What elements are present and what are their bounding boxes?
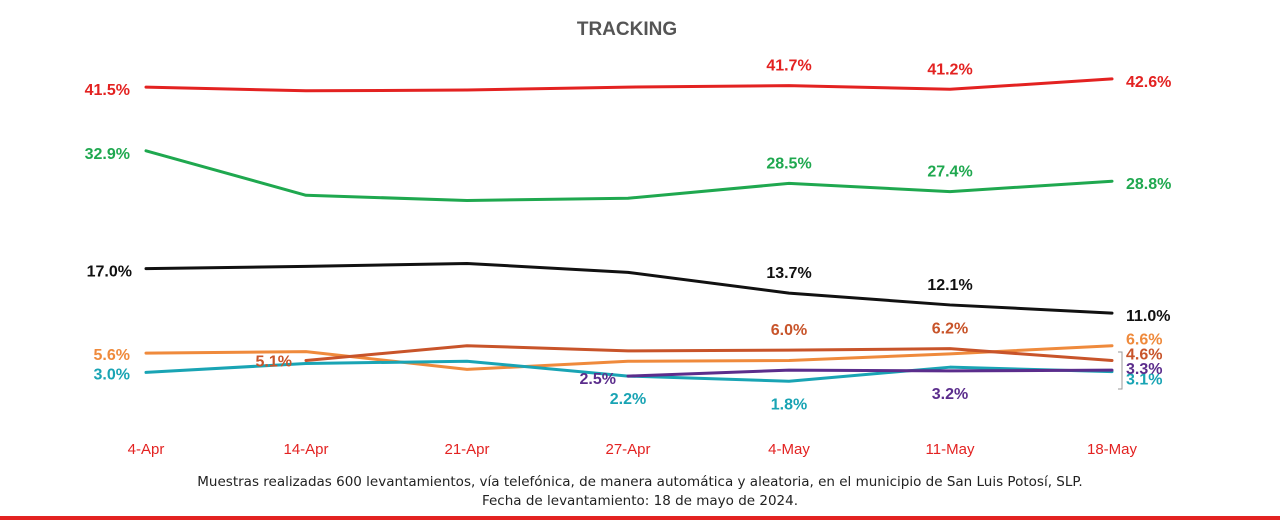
x-tick-label: 14-Apr bbox=[283, 441, 328, 458]
data-label: 2.2% bbox=[610, 391, 646, 408]
series-line-7 bbox=[626, 368, 1114, 378]
data-label: 11.0% bbox=[1126, 308, 1170, 325]
data-label: 41.5% bbox=[85, 82, 130, 99]
data-label: 6.6% bbox=[1126, 332, 1162, 349]
data-label: 2.5% bbox=[580, 371, 616, 388]
series-line-5 bbox=[304, 344, 1114, 363]
data-label: 5.6% bbox=[94, 347, 130, 364]
data-label: 6.0% bbox=[771, 322, 807, 339]
data-label: 3.1% bbox=[1126, 372, 1162, 389]
series-line-2 bbox=[144, 149, 1114, 202]
data-label: 13.7% bbox=[766, 265, 811, 282]
footnote-methodology: Muestras realizadas 600 levantamientos, … bbox=[197, 474, 1083, 490]
data-label: 17.0% bbox=[87, 264, 132, 281]
data-label: 42.6% bbox=[1126, 74, 1171, 91]
data-label: 3.2% bbox=[932, 386, 968, 403]
x-tick-label: 18-May bbox=[1087, 441, 1138, 458]
data-label: 4.6% bbox=[1126, 347, 1162, 364]
footnote-date: Fecha de levantamiento: 18 de mayo de 20… bbox=[481, 493, 799, 509]
series-line-3 bbox=[144, 261, 1114, 315]
data-label: 28.8% bbox=[1126, 176, 1171, 193]
data-label: 41.2% bbox=[927, 61, 972, 78]
x-tick-label: 4-May bbox=[768, 441, 810, 458]
x-tick-label: 27-Apr bbox=[605, 441, 650, 458]
chart-title: TRACKING bbox=[577, 19, 677, 40]
x-tick-label: 11-May bbox=[926, 441, 975, 458]
data-label: 6.2% bbox=[932, 321, 968, 338]
bottom-rule bbox=[0, 516, 1280, 520]
data-label: 27.4% bbox=[927, 164, 972, 181]
data-label: 32.9% bbox=[85, 146, 130, 163]
data-label: 41.7% bbox=[766, 58, 811, 75]
data-label: 1.8% bbox=[771, 396, 807, 413]
tracking-chart: TRACKING 41.5% 41.7% 41.2% 42.6% 32.9% 28.5% 2… bbox=[85, 19, 1172, 458]
data-label: 5.1% bbox=[256, 354, 292, 371]
x-tick-label: 21-Apr bbox=[444, 441, 489, 458]
x-tick-label: 4-Apr bbox=[128, 441, 165, 458]
data-label: 3.0% bbox=[94, 366, 130, 383]
end-label-bracket bbox=[1118, 351, 1123, 390]
data-label: 28.5% bbox=[766, 155, 811, 172]
series-line-4 bbox=[144, 344, 1114, 371]
series-line-1 bbox=[144, 77, 1114, 93]
data-label: 3.3% bbox=[1126, 361, 1162, 378]
data-label: 12.1% bbox=[927, 277, 972, 294]
